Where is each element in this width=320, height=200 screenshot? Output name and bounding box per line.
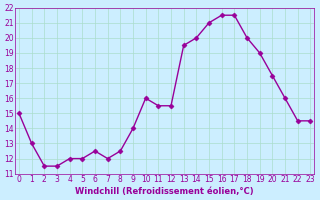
X-axis label: Windchill (Refroidissement éolien,°C): Windchill (Refroidissement éolien,°C): [76, 187, 254, 196]
